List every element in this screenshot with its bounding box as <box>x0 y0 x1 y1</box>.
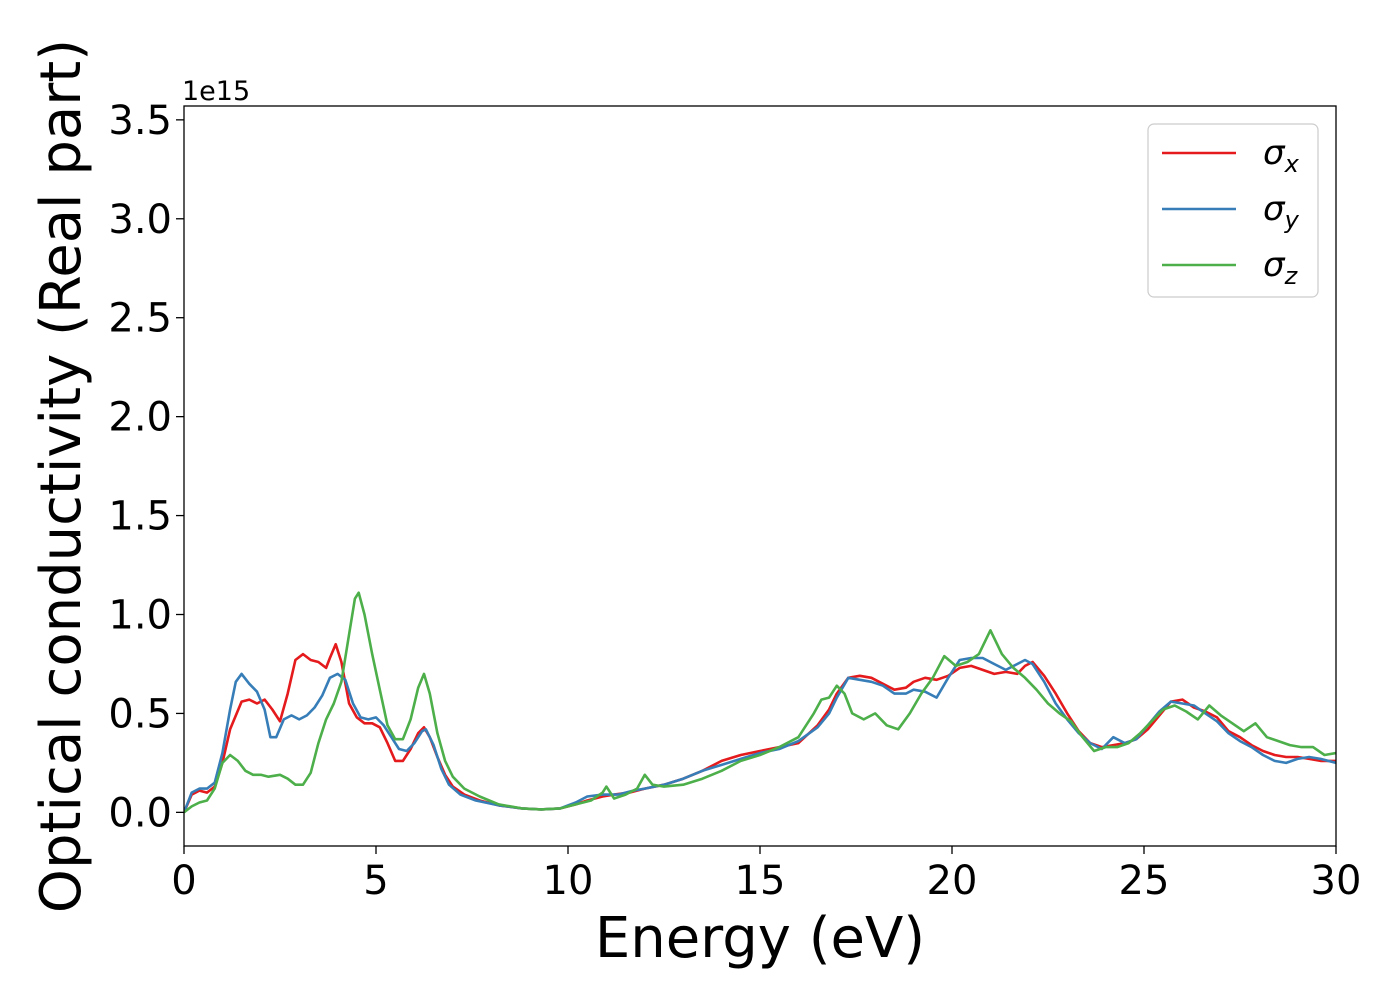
series-line-x <box>184 642 1336 813</box>
y-tick-label: 3.5 <box>108 98 172 144</box>
y-tick-label: 0.0 <box>108 790 172 836</box>
y-axis-ticks: 0.0 0.5 1.0 1.5 2.0 2.5 3.0 3.5 <box>108 98 184 836</box>
y-tick-label: 2.0 <box>108 395 172 441</box>
legend-label-z: σz <box>1263 245 1299 290</box>
legend-box <box>1147 123 1319 298</box>
y-tick-label: 2.5 <box>108 296 172 342</box>
legend-subscript: y <box>1284 206 1300 234</box>
legend-subscript: x <box>1284 150 1300 178</box>
legend-symbol: σ <box>1263 189 1286 229</box>
x-tick-label: 30 <box>1311 858 1362 904</box>
y-axis-offset-label: 1e15 <box>182 76 250 107</box>
y-tick-label: 1.5 <box>108 494 172 540</box>
legend-subscript: z <box>1284 262 1299 290</box>
y-tick-label: 1.0 <box>108 593 172 639</box>
y-tick-label: 0.5 <box>108 691 172 737</box>
legend-symbol: σ <box>1263 133 1286 173</box>
x-tick-label: 20 <box>927 858 978 904</box>
x-axis-label: Energy (eV) <box>595 906 925 971</box>
legend-label-y: σy <box>1263 189 1300 234</box>
x-tick-label: 15 <box>735 858 786 904</box>
series-line-y <box>184 656 1336 813</box>
x-tick-label: 0 <box>171 858 196 904</box>
legend-symbol: σ <box>1263 245 1286 285</box>
series-lines-layer <box>184 591 1336 814</box>
x-axis-ticks: 0 5 10 15 20 25 30 <box>171 846 1361 904</box>
x-tick-label: 10 <box>543 858 594 904</box>
x-tick-label: 25 <box>1119 858 1170 904</box>
series-line-z <box>184 591 1336 814</box>
y-tick-label: 3.0 <box>108 197 172 243</box>
y-axis-label: Optical conductivity (Real part) <box>29 39 94 913</box>
legend-label-x: σx <box>1263 133 1300 178</box>
x-tick-label: 5 <box>363 858 388 904</box>
